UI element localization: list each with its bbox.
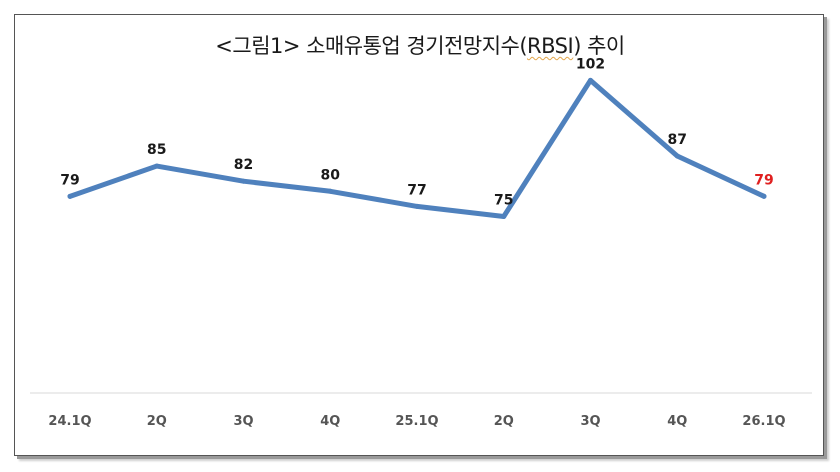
chart-title: <그림1> 소매유통업 경기전망지수(RBSI) 추이 [0, 30, 840, 60]
x-tick-label: 25.1Q [395, 414, 438, 429]
x-tick-labels-layer: 24.1Q 2Q 3Q 4Q 25.1Q 2Q 3Q 4Q 26.1Q [48, 414, 785, 429]
chart-title-prefix: <그림1> 소매유통업 경기전망지수( [215, 34, 528, 58]
data-label: 75 [494, 193, 513, 209]
data-point [674, 153, 680, 159]
data-point [327, 188, 333, 194]
data-point [761, 193, 767, 199]
x-tick-label: 3Q [580, 414, 600, 429]
data-label: 82 [234, 157, 253, 173]
data-label: 80 [321, 167, 341, 183]
data-label: 85 [147, 142, 166, 158]
x-tick-label: 3Q [233, 414, 253, 429]
x-tick-label: 2Q [494, 414, 514, 429]
data-label: 87 [668, 132, 687, 148]
series-layer [67, 77, 767, 219]
data-label: 79 [754, 172, 773, 188]
data-label: 102 [576, 56, 605, 72]
data-point [154, 163, 160, 169]
x-tick-label: 4Q [320, 414, 340, 429]
data-label: 79 [60, 172, 79, 188]
x-tick-label: 4Q [667, 414, 687, 429]
data-point [241, 178, 246, 184]
data-label: 77 [407, 182, 426, 198]
chart-title-suffix: ) 추이 [573, 34, 625, 58]
data-point [501, 214, 507, 219]
x-tick-label: 24.1Q [48, 414, 91, 429]
data-point [588, 77, 593, 83]
chart-frame [14, 14, 824, 456]
chart-title-abbr: RBSI [527, 34, 574, 58]
x-tick-label: 26.1Q [742, 414, 785, 429]
data-labels-layer: 79 85 82 80 77 75 102 87 79 [60, 56, 773, 208]
x-tick-label: 2Q [147, 414, 167, 429]
data-point [414, 203, 420, 209]
data-point [67, 193, 73, 199]
